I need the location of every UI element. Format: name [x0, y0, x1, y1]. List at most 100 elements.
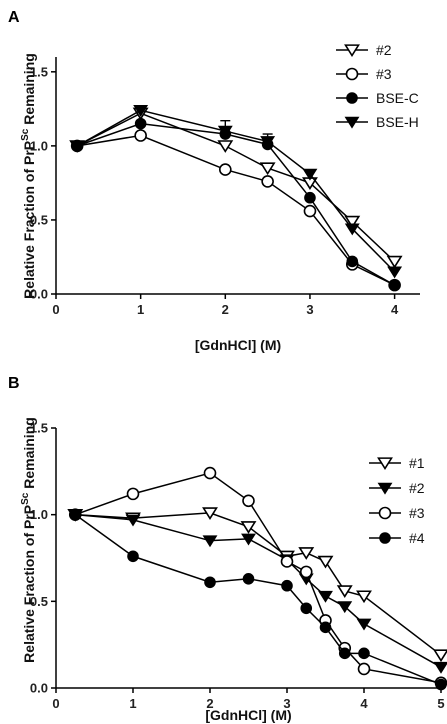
- series-line-b-3: [74, 472, 442, 684]
- panel-label-a: A: [8, 9, 20, 26]
- series-b-4: [69, 508, 447, 691]
- data-point-b-1-6: [317, 555, 334, 569]
- data-point-a-bse-c-6: [388, 279, 401, 291]
- x-tick-label-a-4: 4: [391, 302, 399, 317]
- data-point-a-bse-h-3: [260, 136, 276, 149]
- legend-marker-b-3: [378, 506, 392, 520]
- panel-b: B 0.0 0.5 1.0 1.5 0 1 2 3 4 5 [GdnHCl] (M) Relative …: [8, 375, 447, 723]
- data-point-b-4-3: [242, 572, 255, 585]
- data-point-b-3-5: [299, 565, 313, 579]
- legend-marker-a-2: [344, 44, 360, 58]
- data-point-a-2-6: [386, 255, 403, 269]
- legend-marker-a-3: [345, 67, 359, 81]
- data-point-b-3-8: [357, 662, 371, 676]
- data-point-b-3-1: [126, 487, 140, 501]
- series-a-bse-h: [69, 105, 403, 279]
- series-a-2: [69, 107, 403, 269]
- legend-marker-b-2: [377, 482, 393, 495]
- data-point-b-4-1: [127, 550, 139, 563]
- data-point-a-bse-h-2: [217, 125, 233, 138]
- data-point-a-3-2: [219, 163, 232, 176]
- data-point-a-bse-h-4: [302, 168, 318, 181]
- x-tick-label-a-1: 1: [137, 302, 144, 317]
- x-axis-label-b: [GdnHCl] (M): [205, 707, 291, 723]
- y-tick-label-a-3: 1.5: [30, 64, 48, 79]
- legend-label-a-3: #3: [376, 66, 392, 82]
- x-tick-label-b-1: 1: [129, 696, 136, 711]
- legend-marker-a-bse-h: [344, 116, 360, 129]
- legend-marker-b-1: [377, 457, 393, 471]
- data-point-b-2-9: [433, 661, 447, 674]
- y-tick-label-b-0: 0.0: [30, 681, 48, 696]
- data-point-b-1-2: [202, 507, 218, 520]
- data-point-b-2-7: [337, 601, 353, 614]
- y-axis-label-a: Relative Fraction of PrPSc Remaining: [20, 53, 37, 299]
- data-point-b-1-7: [336, 585, 353, 598]
- legend-marker-b-4: [379, 532, 391, 544]
- x-tick-label-b-0: 0: [52, 696, 59, 711]
- data-point-b-4-2: [204, 576, 216, 589]
- data-point-b-3-3: [242, 494, 255, 508]
- x-tick-label-a-2: 2: [222, 302, 229, 317]
- y-axis-label-b: Relative Fraction of PrPSc Remaining: [20, 417, 37, 663]
- series-line-a-bse-h: [76, 109, 396, 273]
- legend-label-b-2: #2: [409, 480, 425, 496]
- data-point-b-4-0: [69, 508, 82, 521]
- data-point-a-bse-h-5: [344, 223, 360, 236]
- x-tick-label-b-3: 3: [283, 696, 290, 711]
- data-point-b-1-3: [240, 521, 257, 534]
- data-point-b-1-5: [298, 547, 315, 560]
- legend-label-b-3: #3: [409, 505, 425, 521]
- series-a-bse-c: [71, 117, 401, 291]
- legend-label-b-4: #4: [409, 530, 425, 546]
- legend-b: #1 #2 #3 #4: [369, 455, 425, 546]
- data-point-b-4-4: [281, 579, 293, 592]
- x-tick-label-a-0: 0: [52, 302, 59, 317]
- data-point-b-2-8: [356, 618, 372, 631]
- y-tick-label-a-0: 0.0: [30, 287, 48, 302]
- data-point-b-2-3: [241, 533, 256, 546]
- data-point-b-4-7: [338, 647, 351, 660]
- data-point-b-2-2: [202, 535, 218, 548]
- series-b-3: [68, 466, 447, 690]
- data-point-b-3-4: [280, 555, 294, 568]
- panel-a: A 0.0 0.5 1.0 1.5 0 1 2 3 4 [GdnHCl] (M) Relative F…: [8, 9, 420, 353]
- x-tick-label-b-4: 4: [360, 696, 368, 711]
- data-point-b-4-6: [319, 621, 332, 634]
- series-line-b-4: [74, 514, 442, 686]
- data-point-a-2-2: [217, 140, 234, 153]
- y-tick-label-b-1: 0.5: [30, 594, 48, 609]
- data-point-a-bse-c-5: [346, 255, 359, 268]
- data-point-b-4-5: [300, 602, 313, 615]
- data-point-b-2-6: [318, 590, 333, 603]
- legend-label-a-bse-c: BSE-C: [376, 90, 419, 106]
- data-point-a-3-1: [134, 129, 147, 142]
- data-point-a-bse-h-6: [387, 266, 403, 279]
- data-point-a-3-3: [261, 175, 274, 188]
- data-point-b-2-1: [125, 514, 141, 527]
- series-line-a-2: [76, 112, 396, 262]
- legend-label-a-2: #2: [376, 42, 392, 58]
- data-point-a-bse-h-0: [69, 140, 85, 153]
- series-line-b-1: [75, 512, 442, 656]
- data-point-a-3-4: [303, 204, 317, 218]
- x-tick-label-b-5: 5: [437, 696, 444, 711]
- y-tick-label-a-2: 1.0: [30, 138, 48, 153]
- data-point-b-1-8: [356, 590, 372, 604]
- y-tick-label-b-2: 1.0: [30, 507, 48, 522]
- legend-label-b-1: #1: [409, 455, 425, 471]
- series-line-b-2: [75, 513, 442, 668]
- x-tick-label-b-2: 2: [206, 696, 213, 711]
- data-point-b-3-2: [203, 466, 217, 480]
- data-point-a-2-5: [344, 215, 361, 229]
- data-point-b-4-9: [435, 678, 447, 691]
- legend-label-a-bse-h: BSE-H: [376, 114, 419, 130]
- series-b-1: [67, 507, 447, 663]
- data-point-b-4-8: [358, 647, 370, 660]
- legend-a: #2 #3 BSE-C BSE-H: [336, 42, 419, 130]
- data-point-b-1-9: [433, 649, 447, 663]
- y-tick-label-b-3: 1.5: [30, 421, 48, 436]
- data-point-a-bse-h-1: [133, 105, 149, 117]
- data-point-a-bse-c-4: [304, 191, 316, 204]
